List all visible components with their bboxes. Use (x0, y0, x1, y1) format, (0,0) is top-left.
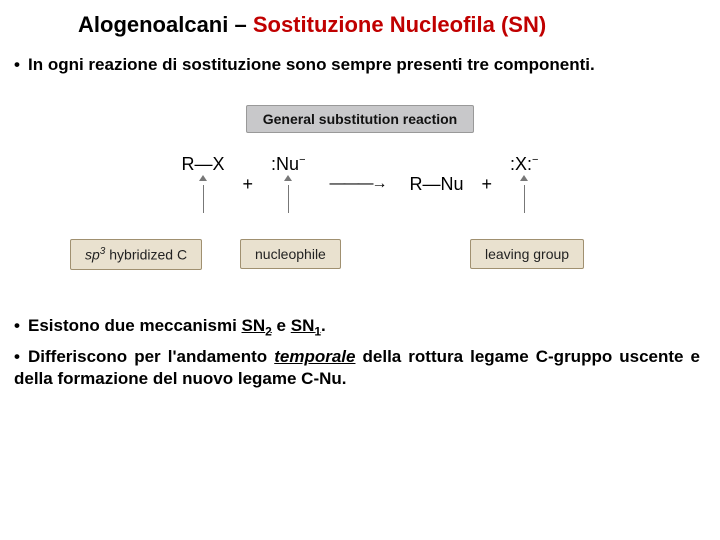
diagram-header: General substitution reaction (246, 105, 474, 133)
bullet-3: •Differiscono per l'andamento temporale … (8, 346, 712, 392)
label-sp3: sp3 hybridized C (70, 239, 202, 270)
plus-2: + (472, 175, 503, 193)
connector-line (203, 185, 204, 213)
rnu-text: R—Nu (402, 175, 472, 193)
temporale: temporale (274, 347, 355, 366)
diagram-assembly: General substitution reaction R—X + :Nu−… (100, 105, 620, 279)
x-column: :X:− (502, 155, 546, 213)
nu-prefix: :Nu (271, 154, 299, 174)
sp3-sp: sp (85, 247, 100, 263)
sn1-text: SN (291, 316, 315, 335)
title-red: Sostituzione Nucleofila (SN) (253, 12, 546, 37)
arrow-up-icon (284, 175, 292, 181)
arrow-up-icon (199, 175, 207, 181)
x-neg: :X:− (502, 155, 546, 173)
sp3-tail: hybridized C (105, 247, 187, 263)
bullet-marker: • (14, 315, 28, 338)
plus-1: + (233, 175, 264, 193)
sn2-text: SN (242, 316, 266, 335)
bullet-marker: • (14, 54, 28, 77)
title-black: Alogenoalcani – (78, 12, 253, 37)
bullet-2-pre: Esistono due meccanismi (28, 316, 242, 335)
bullet-marker: • (14, 346, 28, 369)
connector-line (524, 185, 525, 213)
label-leaving: leaving group (470, 239, 584, 269)
reaction-diagram: General substitution reaction R—X + :Nu−… (8, 105, 712, 279)
x-sup: − (532, 154, 538, 166)
nu-column: :Nu− (263, 155, 313, 213)
label-row: sp3 hybridized C nucleophile leaving gro… (100, 239, 620, 279)
bullet-1-text: In ogni reazione di sostituzione sono se… (28, 55, 595, 74)
label-leaving-box: leaving group (470, 239, 584, 269)
rx-column: R—X (174, 155, 233, 213)
arrow-up-icon (520, 175, 528, 181)
sn2: SN2 (242, 316, 272, 335)
sn2-sub: 2 (265, 324, 272, 338)
label-nucleophile-box: nucleophile (240, 239, 341, 269)
label-nucleophile: nucleophile (240, 239, 341, 269)
reaction-arrow-icon: ———→ (314, 176, 402, 192)
rx-text: R—X (174, 155, 233, 173)
equation-line: R—X + :Nu− ———→ R—Nu + :X:− (174, 155, 547, 213)
label-sp3-box: sp3 hybridized C (70, 239, 202, 270)
connector-line (288, 185, 289, 213)
bullet-2: •Esistono due meccanismi SN2 e SN1. (8, 315, 712, 340)
bullet-2-post: . (321, 316, 326, 335)
body-bullets: •Esistono due meccanismi SN2 e SN1. •Dif… (8, 315, 712, 391)
sn1: SN1 (291, 316, 321, 335)
nu-neg: :Nu− (263, 155, 313, 173)
nu-sup: − (299, 154, 305, 166)
bullet-2-mid: e (272, 316, 291, 335)
x-prefix: :X: (510, 154, 532, 174)
bullet-1: •In ogni reazione di sostituzione sono s… (8, 54, 712, 77)
slide-title: Alogenoalcani – Sostituzione Nucleofila … (8, 12, 712, 38)
bullet-3-pre: Differiscono per l'andamento (28, 347, 274, 366)
